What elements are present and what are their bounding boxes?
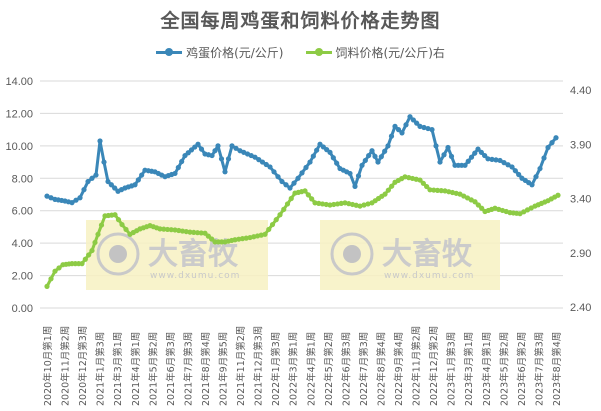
x-axis-tick: 2022年9月第4周 xyxy=(393,332,405,406)
left-axis-tick: 8.00 xyxy=(12,173,33,185)
x-axis-tick: 2022年11月第2周 xyxy=(411,326,423,406)
x-axis-tick: 2020年12月第3周 xyxy=(77,326,89,406)
egg-series-line-icon xyxy=(156,48,183,56)
x-axis-tick: 2023年1月第3周 xyxy=(446,332,458,406)
x-axis-tick: 2021年12月第3周 xyxy=(253,326,265,406)
left-axis-tick: 4.00 xyxy=(12,238,33,250)
x-axis-tick: 2022年5月第2周 xyxy=(323,332,335,406)
left-axis-tick: 10.00 xyxy=(5,141,33,153)
x-axis-tick: 2022年8月第4周 xyxy=(375,332,387,406)
x-axis-tick: 2021年1月第3周 xyxy=(95,332,107,406)
x-axis-tick: 2023年5月第2周 xyxy=(498,332,510,406)
right-axis-tick: 4.40 xyxy=(570,85,591,97)
right-axis-tick: 3.90 xyxy=(570,139,591,151)
x-axis-tick: 2021年3月第1周 xyxy=(112,332,124,406)
x-axis-tick: 2023年4月第1周 xyxy=(481,332,493,406)
legend-label-egg: 鸡蛋价格(元/公斤) xyxy=(186,46,284,60)
x-axis-tick: 2022年12月第2周 xyxy=(428,326,440,406)
left-axis-tick: 12.00 xyxy=(5,108,33,120)
x-axis-tick: 2022年7月第3周 xyxy=(358,332,370,406)
x-axis-tick: 2020年10月第1周 xyxy=(42,326,54,406)
x-axis-tick: 2023年7月第3周 xyxy=(533,332,545,406)
x-axis-tick: 2023年3月第1周 xyxy=(463,332,475,406)
x-axis-tick: 2021年11月第2周 xyxy=(235,326,247,406)
left-axis-tick: 14.00 xyxy=(5,76,33,88)
x-axis-tick: 2022年3月第1周 xyxy=(288,332,300,406)
svg-text:www.dxumu.com: www.dxumu.com xyxy=(384,271,474,281)
chart-legend: 鸡蛋价格(元/公斤) 饲料价格(元/公斤)右 xyxy=(0,44,601,61)
svg-text:www.dxumu.com: www.dxumu.com xyxy=(150,271,240,281)
svg-text:大畜牧: 大畜牧 xyxy=(382,237,473,272)
legend-label-feed: 饲料价格(元/公斤)右 xyxy=(335,46,445,60)
x-axis-tick: 2023年8月第4周 xyxy=(551,332,563,406)
series-lines xyxy=(44,114,561,289)
x-axis-tick: 2023年6月第2周 xyxy=(516,332,528,406)
right-axis-tick: 2.40 xyxy=(570,302,591,314)
x-axis-tick: 2022年4月第1周 xyxy=(305,332,317,406)
left-axis-tick: 2.00 xyxy=(12,271,33,283)
right-axis-tick: 3.40 xyxy=(570,194,591,206)
x-axis-tick: 2021年7月第3周 xyxy=(182,332,194,406)
watermark-logo-icon xyxy=(330,232,374,276)
x-axis-labels: 2020年10月第1周 2020年11月第2周 2020年12月第3周 2021年1月… xyxy=(42,326,563,406)
x-axis-tick: 2021年8月第4周 xyxy=(200,332,212,406)
chart-title: 全国每周鸡蛋和饲料价格走势图 xyxy=(160,10,441,32)
right-axis-tick: 2.90 xyxy=(570,248,591,260)
x-axis-tick: 2021年6月第3周 xyxy=(165,332,177,406)
left-y-axis: 0.00 2.00 4.00 6.00 8.00 10.00 12.00 14.00 xyxy=(5,76,33,315)
x-axis-tick: 2022年6月第3周 xyxy=(340,332,352,406)
left-axis-tick: 6.00 xyxy=(12,206,33,218)
legend-item-feed[interactable]: 饲料价格(元/公斤)右 xyxy=(305,44,445,61)
left-axis-tick: 0.00 xyxy=(12,303,33,315)
x-axis-tick: 2021年5月第2周 xyxy=(147,332,159,406)
x-axis-tick: 2021年9月第5周 xyxy=(218,332,230,406)
feed-series-line-icon xyxy=(305,48,332,56)
legend-item-egg[interactable]: 鸡蛋价格(元/公斤) xyxy=(156,44,284,61)
right-y-axis: 2.40 2.90 3.40 3.90 4.40 xyxy=(570,85,591,314)
x-axis-tick: 2021年4月第1周 xyxy=(130,332,142,406)
x-axis-tick: 2020年11月第2周 xyxy=(60,326,72,406)
x-axis-tick: 2022年1月第3周 xyxy=(270,332,282,406)
watermark-logo-icon xyxy=(96,232,140,276)
